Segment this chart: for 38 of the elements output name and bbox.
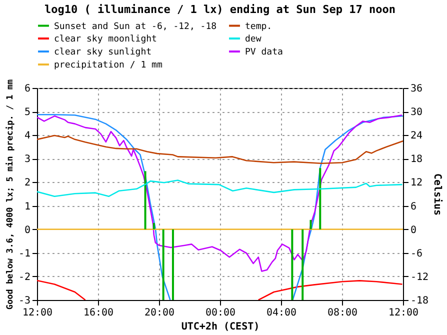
legend-label: PV data <box>245 48 283 58</box>
y2-tick-label: -12 <box>410 272 429 283</box>
chart-title: log10 ( illuminance / 1 lx) ending at Sun Sep 17 noon <box>44 3 396 16</box>
x-tick-label: 04:00 <box>266 308 297 318</box>
y2-tick-label: 36 <box>410 84 423 94</box>
y2-tick-label: 18 <box>410 154 423 166</box>
y-tick-label: 4 <box>24 130 30 142</box>
y2-tick-label: 30 <box>410 107 423 118</box>
y-tick-label: 3 <box>24 154 30 166</box>
y-tick-label: 6 <box>24 84 30 94</box>
x-axis-title: UTC+2h (CEST) <box>181 322 260 332</box>
legend-label: precipitation / 1 mm <box>54 60 162 70</box>
x-tick-label: 00:00 <box>205 308 236 318</box>
legend-label: clear sky sunlight <box>54 48 152 58</box>
legend-label: clear sky moonlight <box>54 34 157 44</box>
y-tick-label: -3 <box>18 296 30 306</box>
y2-tick-label: -6 <box>410 248 423 260</box>
y-tick-label: 0 <box>24 224 30 236</box>
y2-tick-label: -18 <box>410 296 429 306</box>
y-tick-label: 2 <box>24 178 30 189</box>
y2-axis-title: Celsius <box>432 173 444 216</box>
y-tick-label: 1 <box>24 201 30 212</box>
x-tick-label: 12:00 <box>22 308 53 318</box>
x-tick-label: 16:00 <box>83 308 114 318</box>
y-tick-label: -2 <box>18 272 30 283</box>
x-tick-label: 08:00 <box>327 308 358 318</box>
y2-tick-label: 0 <box>410 224 417 236</box>
y2-tick-label: 6 <box>410 201 417 212</box>
y-tick-label: 5 <box>24 107 30 118</box>
legend-label: dew <box>245 34 262 44</box>
y2-tick-label: 12 <box>410 178 423 189</box>
y2-tick-label: 24 <box>410 130 423 142</box>
legend-label: temp. <box>245 22 272 32</box>
legend-label: Sunset and Sun at -6, -12, -18 <box>54 22 217 32</box>
x-tick-label: 20:00 <box>144 308 175 318</box>
x-tick-label: 12:00 <box>388 308 419 318</box>
y-tick-label: -1 <box>18 248 30 260</box>
y-axis-title: Good below 3.6, 4000 lx; 5 min precip. / 1 mm <box>5 79 16 310</box>
